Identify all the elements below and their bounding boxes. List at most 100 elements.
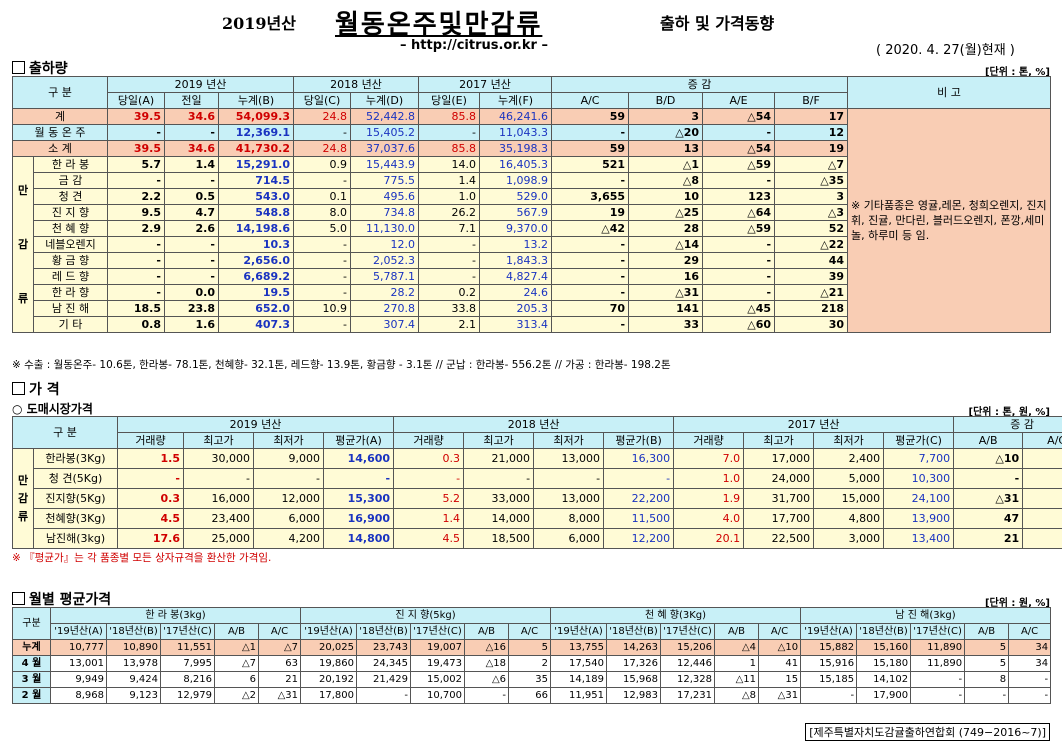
- page-header: 2019년산 월동온주및만감류 출하 및 가격동향 – http://citru…: [0, 0, 1062, 58]
- data-cell: 13,001: [50, 655, 107, 672]
- subheader-cell: 누계(F): [479, 92, 553, 109]
- footer-source: [제주특별자치도감귤출하연합회 (749−2016~7)]: [805, 723, 1050, 741]
- data-cell: -: [164, 172, 219, 189]
- data-cell: 10: [628, 188, 704, 205]
- data-cell: 11,551: [160, 639, 215, 656]
- data-cell: -: [702, 124, 776, 141]
- data-cell: △31: [757, 687, 802, 704]
- data-cell: 14,198.6: [218, 220, 294, 237]
- data-cell: 8: [964, 671, 1010, 688]
- price-table: 구 분 2019 년산 2018 년산 2017 년산 증 감 거래량 최고가 최저…: [12, 416, 1062, 549]
- data-cell: 23,743: [356, 639, 411, 656]
- data-cell: 13,000: [533, 448, 605, 469]
- data-cell: 2: [508, 655, 551, 672]
- table-row: 누계 10,777 10,890 11,551 △1 △7 20,025 23,743 19,0…: [12, 639, 1052, 656]
- data-cell: 2,656.0: [218, 252, 294, 269]
- data-cell: 10,777: [50, 639, 107, 656]
- subheader-cell: '19년산(A): [550, 623, 607, 640]
- data-cell: 39.5: [107, 108, 165, 125]
- data-cell: △42: [551, 220, 630, 237]
- data-cell: 1: [714, 655, 759, 672]
- data-cell: -: [164, 236, 219, 253]
- data-cell: 12,000: [253, 488, 324, 509]
- data-cell: △21: [774, 284, 849, 301]
- data-cell: 2.1: [418, 316, 481, 333]
- subheader-cell: '17년산(C): [660, 623, 715, 640]
- table-row: 계 39.5 34.6 54,099.3 24.8 52,442.8 85.8 46,241.…: [12, 108, 1052, 333]
- data-cell: 21: [953, 528, 1024, 549]
- data-cell: -: [551, 236, 630, 253]
- data-cell: -: [702, 284, 776, 301]
- data-cell: 37,037.6: [349, 140, 420, 157]
- table-row: 만 감 류 한라봉(3Kg) 1.5 30,000 9,000 14,600 0.3 21,000…: [12, 448, 1062, 549]
- row-label: 계: [12, 108, 108, 125]
- data-cell: -: [117, 468, 184, 489]
- data-cell: 17,326: [606, 655, 661, 672]
- site-url[interactable]: – http://citrus.or.kr –: [400, 38, 548, 53]
- data-cell: 0.8: [107, 316, 165, 333]
- header-remark: 비 고: [847, 76, 1052, 109]
- table-row: 남 진 해 18.5 23.8 652.0 10.9 270.8 33.8 205.3 70 14…: [13, 300, 1051, 317]
- data-cell: 0.3: [393, 448, 465, 469]
- remark-cell: ※ 기타품종은 영귤,레몬, 청희오렌지, 진지휘, 진귤, 만다린, 블러드오…: [847, 108, 1052, 333]
- data-cell: △10: [953, 448, 1024, 469]
- row-label: 네블오렌지: [33, 236, 108, 253]
- data-cell: -: [551, 172, 630, 189]
- data-cell: 0.9: [293, 156, 351, 173]
- data-cell: 1.0: [418, 188, 481, 205]
- data-cell: 5: [964, 639, 1010, 656]
- subheader-cell: A/C: [551, 92, 630, 109]
- data-cell: 18,500: [463, 528, 535, 549]
- data-cell: -: [293, 284, 351, 301]
- data-cell: 20.1: [673, 528, 745, 549]
- data-cell: △6: [464, 671, 509, 688]
- table-row: 소 계 39.5 34.6 41,730.2 24.8 37,037.6 85.8 35,19…: [12, 140, 1051, 157]
- subheader-cell: 당일(E): [418, 92, 481, 109]
- data-cell: 17,700: [743, 508, 815, 529]
- data-cell: 1.4: [418, 172, 481, 189]
- data-cell: 24.8: [293, 108, 351, 125]
- group-header: 남 진 해(3kg): [800, 607, 1052, 624]
- data-cell: 15,185: [800, 671, 858, 688]
- data-cell: 70: [551, 300, 630, 317]
- data-cell: 34: [1008, 655, 1052, 672]
- data-cell: -: [393, 468, 465, 489]
- data-cell: △22: [774, 236, 849, 253]
- data-cell: 7.0: [673, 448, 745, 469]
- subheader-cell: '19년산(A): [50, 623, 107, 640]
- data-cell: 7,995: [160, 655, 215, 672]
- header-2018: 2018 년산: [393, 416, 675, 433]
- data-cell: △10: [757, 639, 802, 656]
- data-cell: 15,916: [800, 655, 858, 672]
- data-cell: 1.4: [164, 156, 219, 173]
- table-row: 월 동 온 주 - -12,369.1-15,405.2-11,043.3- △20-…: [12, 124, 1051, 141]
- data-cell: 11,043.3: [479, 124, 553, 141]
- data-cell: 14,600: [322, 448, 395, 469]
- data-cell: 12,979: [160, 687, 215, 704]
- data-cell: 26.2: [418, 204, 481, 221]
- subheader-cell: A/B: [464, 623, 509, 640]
- data-cell: △7: [258, 639, 301, 656]
- data-cell: 4,827.4: [479, 268, 553, 285]
- row-label: 남진해(3kg): [33, 528, 118, 549]
- data-cell: 13,900: [883, 508, 955, 529]
- section-price: 가 격: [12, 379, 60, 399]
- row-label: 3 월: [12, 671, 51, 688]
- data-cell: 14.0: [418, 156, 481, 173]
- subheader-cell: 평균가(C): [883, 432, 955, 449]
- subheader-cell: A/C: [1022, 432, 1062, 449]
- data-cell: 548.8: [218, 204, 294, 221]
- data-cell: 5.7: [107, 156, 165, 173]
- data-cell: 2,052.3: [349, 252, 420, 269]
- checkbox-icon: [12, 382, 25, 395]
- data-cell: 15,160: [856, 639, 912, 656]
- data-cell: -: [551, 316, 630, 333]
- data-cell: 11,890: [910, 655, 966, 672]
- subheader-cell: 당일(A): [107, 92, 165, 109]
- data-cell: 123: [702, 188, 776, 205]
- data-cell: -: [1008, 687, 1052, 704]
- section-shipment: 출하량: [12, 58, 68, 78]
- shipment-note: ※ 수출 : 월동온주- 10.6톤, 한라봉- 78.1톤, 천혜향- 32.…: [12, 359, 671, 371]
- data-cell: 1.9: [673, 488, 745, 509]
